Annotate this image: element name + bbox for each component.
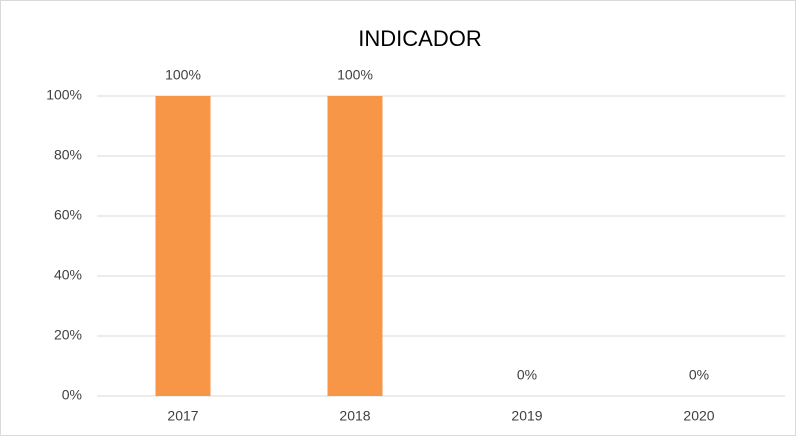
y-tick-label: 40%	[54, 267, 82, 283]
data-label: 0%	[517, 367, 537, 383]
data-label: 100%	[165, 67, 201, 83]
y-tick-label: 20%	[54, 327, 82, 343]
data-label: 100%	[337, 67, 373, 83]
y-tick-label: 0%	[62, 387, 82, 403]
bar	[327, 96, 383, 396]
bar	[155, 96, 211, 396]
x-tick-label: 2018	[339, 408, 370, 424]
x-tick-label: 2020	[683, 408, 714, 424]
y-tick-label: 60%	[54, 207, 82, 223]
chart-title: INDICADOR	[358, 26, 481, 51]
y-tick-label: 80%	[54, 147, 82, 163]
data-label: 0%	[689, 367, 709, 383]
y-tick-label: 100%	[46, 87, 82, 103]
x-tick-label: 2017	[167, 408, 198, 424]
x-tick-label: 2019	[511, 408, 542, 424]
